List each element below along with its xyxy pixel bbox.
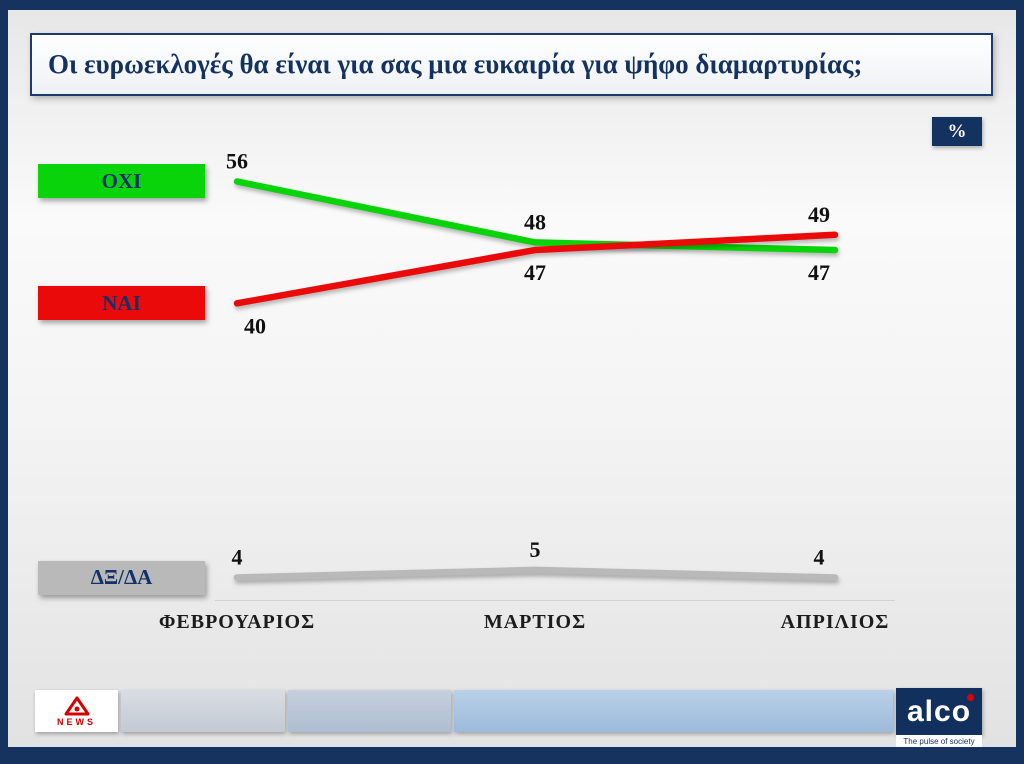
footer-strip-3 <box>454 690 893 732</box>
alpha-news-label: NEWS <box>57 716 96 727</box>
x-tick-march: ΜΑΡΤΙΟΣ <box>483 611 587 633</box>
percent-badge: % <box>932 117 982 146</box>
footer-strip-2 <box>288 690 451 732</box>
x-tick-february: ΦΕΒΡΟΥΑΡΙΟΣ <box>158 611 316 633</box>
legend-nai-label: ΝΑΙ <box>102 290 141 315</box>
legend-nai: ΝΑΙ <box>38 286 205 321</box>
alco-logo: alco <box>896 688 982 735</box>
page-title: Οι ευρωεκλογές θα είναι για σας μια ευκα… <box>48 49 863 79</box>
legend-dxda: ΔΞ/ΔΑ <box>38 560 205 595</box>
title-bar: Οι ευρωεκλογές θα είναι για σας μια ευκα… <box>30 33 993 96</box>
alco-tagline: The pulse of society <box>896 735 982 747</box>
alco-logo-word: alco <box>907 693 975 727</box>
legend-oxi-label: ΟΧΙ <box>101 168 142 193</box>
x-tick-april: ΑΠΡΙΛΙΟΣ <box>780 611 890 633</box>
footer-strip-1 <box>121 690 285 732</box>
legend-dxda-label: ΔΞ/ΔΑ <box>90 565 153 590</box>
x-axis-line <box>215 600 895 601</box>
percent-badge-label: % <box>947 120 967 142</box>
alpha-news-logo: NEWS <box>35 690 118 732</box>
legend-oxi: ΟΧΙ <box>38 164 205 199</box>
alpha-triangle-icon <box>64 696 89 715</box>
alco-red-dot-icon <box>967 693 975 701</box>
slide-background <box>8 10 1016 747</box>
